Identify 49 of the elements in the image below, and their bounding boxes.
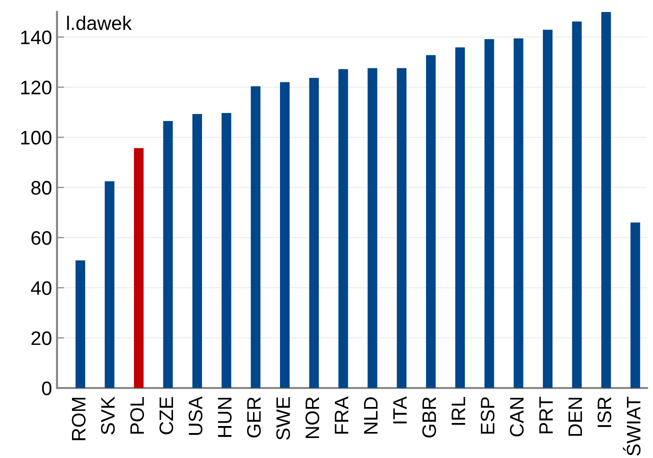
bar [280, 82, 290, 388]
x-tick-label: GBR [422, 397, 436, 438]
x-tick-label: ROM [72, 398, 86, 440]
bar [396, 68, 406, 388]
x-tick-label: SVK [101, 396, 115, 434]
y-axis-title: l.dawek [67, 16, 132, 30]
x-tick-label: NLD [364, 397, 378, 434]
bar [514, 38, 524, 388]
bar [572, 22, 582, 388]
y-tick-label: 20 [31, 331, 52, 346]
bar [368, 68, 378, 388]
y-tick-label: 120 [21, 80, 52, 94]
x-tick-label: HUN [218, 398, 232, 437]
y-tick-label: 100 [21, 130, 52, 145]
y-tick-label: 80 [31, 180, 52, 195]
x-tick-label: DEN [568, 398, 582, 436]
x-tick-label: ESP [480, 397, 494, 434]
x-tick-label: ISR [598, 397, 612, 427]
x-tick-label: IRL [452, 396, 466, 425]
x-tick-label: POL [130, 396, 144, 434]
bar [484, 39, 494, 388]
bar [192, 114, 202, 388]
bar [134, 148, 144, 388]
x-tick-label: NOR [305, 397, 320, 438]
x-tick-label: GER [247, 397, 261, 438]
bar [542, 30, 553, 388]
y-tick-label: 140 [21, 30, 52, 44]
y-tick-label: 40 [30, 281, 52, 295]
x-tick-label: PRT [539, 396, 553, 434]
x-tick-label: CZE [159, 397, 174, 434]
x-tick-label: CAN [510, 398, 524, 436]
bar [338, 69, 348, 388]
x-tick-label: ŚWIAT [622, 396, 641, 456]
bar [222, 113, 232, 388]
bar [455, 47, 465, 388]
bar [630, 222, 640, 388]
bar [250, 86, 260, 388]
x-tick-label: SWE [276, 397, 290, 440]
x-tick-label: USA [188, 396, 202, 435]
bar [601, 12, 611, 388]
bar [76, 260, 86, 388]
bar [163, 121, 173, 388]
bar [426, 55, 436, 388]
bar [309, 78, 319, 388]
x-tick-label: FRA [334, 396, 348, 434]
y-tick-label: 60 [32, 231, 52, 245]
x-tick-label: ITA [393, 396, 407, 424]
bar [104, 181, 114, 388]
y-tick-label: 0 [42, 381, 52, 396]
